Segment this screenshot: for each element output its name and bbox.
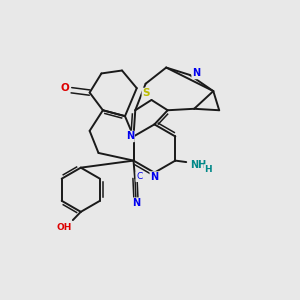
Text: OH: OH (57, 223, 72, 232)
Text: N: N (132, 198, 140, 208)
Text: N: N (192, 68, 200, 78)
Text: H: H (205, 165, 212, 174)
Text: N: N (126, 131, 134, 142)
Text: S: S (142, 88, 150, 98)
Text: O: O (61, 83, 69, 93)
Text: NH: NH (190, 160, 206, 170)
Text: C: C (136, 172, 142, 181)
Text: N: N (150, 172, 158, 182)
